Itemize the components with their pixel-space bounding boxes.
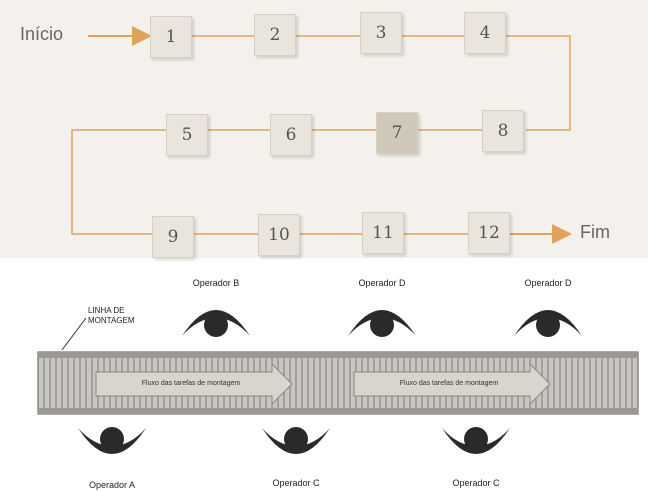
task-node-6: 6	[270, 114, 312, 156]
connector-5-9	[71, 129, 166, 235]
task-node-11: 11	[362, 212, 404, 254]
start-label: Início	[20, 24, 64, 44]
task-node-1: 1	[150, 16, 192, 58]
task-node-2: 2	[254, 14, 296, 56]
assembly-line-label-1: LINHA DE	[88, 306, 125, 315]
operator-d-label-2: Operador D	[524, 278, 572, 288]
flow-text-1: Fluxo das tarefas de montagem	[141, 380, 241, 387]
operator-c-icon-1	[262, 427, 330, 454]
task-node-12: 12	[468, 212, 510, 254]
task-flow-panel	[0, 0, 648, 258]
task-node-3: 3	[360, 12, 402, 54]
operator-a-icon	[78, 427, 146, 454]
task-node-5: 5	[166, 114, 208, 156]
task-node-8: 8	[482, 110, 524, 152]
task-node-10: 10	[258, 214, 300, 256]
operator-d-icon-1	[348, 310, 416, 337]
operator-d-icon-2	[514, 310, 582, 337]
task-node-7: 7	[376, 112, 418, 154]
flow-arrow-1	[95, 362, 293, 406]
operator-c-label-2: Operador C	[452, 478, 500, 488]
connector-4-8	[506, 35, 571, 131]
operator-c-label-1: Operador C	[272, 478, 320, 488]
task-node-4: 4	[464, 12, 506, 54]
flow-arrow-2	[353, 362, 551, 406]
end-label: Fim	[580, 222, 610, 242]
operator-d-label-1: Operador D	[358, 278, 406, 288]
operator-c-icon-2	[442, 427, 510, 454]
assembly-line-label-2: MONTAGEM	[88, 316, 135, 325]
flow-text-2: Fluxo das tarefas de montagem	[399, 380, 499, 387]
task-node-9: 9	[152, 216, 194, 258]
operator-a-label: Operador A	[88, 480, 136, 490]
operator-b-icon	[182, 310, 250, 337]
assembly-line-label: LINHA DE MONTAGEM	[88, 306, 135, 326]
operator-b-label: Operador B	[192, 278, 240, 288]
